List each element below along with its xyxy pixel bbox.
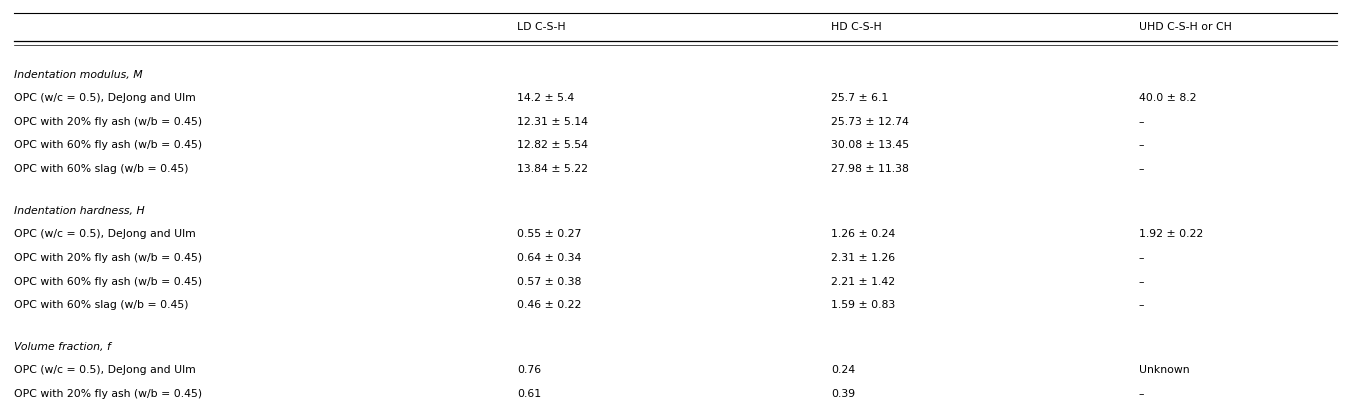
Text: 0.46 ± 0.22: 0.46 ± 0.22 — [517, 301, 582, 310]
Text: OPC with 20% fly ash (w/b = 0.45): OPC with 20% fly ash (w/b = 0.45) — [14, 389, 201, 399]
Text: Volume fraction, f: Volume fraction, f — [14, 342, 111, 353]
Text: OPC with 60% fly ash (w/b = 0.45): OPC with 60% fly ash (w/b = 0.45) — [14, 277, 201, 287]
Text: 12.82 ± 5.54: 12.82 ± 5.54 — [517, 140, 589, 151]
Text: 27.98 ± 11.38: 27.98 ± 11.38 — [831, 164, 909, 174]
Text: –: – — [1139, 140, 1144, 151]
Text: 0.24: 0.24 — [831, 365, 855, 375]
Text: 0.39: 0.39 — [831, 389, 855, 399]
Text: –: – — [1139, 389, 1144, 399]
Text: 30.08 ± 13.45: 30.08 ± 13.45 — [831, 140, 909, 151]
Text: OPC (w/c = 0.5), DeJong and Ulm: OPC (w/c = 0.5), DeJong and Ulm — [14, 93, 196, 103]
Text: OPC with 20% fly ash (w/b = 0.45): OPC with 20% fly ash (w/b = 0.45) — [14, 117, 201, 127]
Text: OPC (w/c = 0.5), DeJong and Ulm: OPC (w/c = 0.5), DeJong and Ulm — [14, 229, 196, 239]
Text: 0.55 ± 0.27: 0.55 ± 0.27 — [517, 229, 582, 239]
Text: Indentation modulus, M: Indentation modulus, M — [14, 70, 142, 80]
Text: –: – — [1139, 301, 1144, 310]
Text: –: – — [1139, 253, 1144, 263]
Text: –: – — [1139, 277, 1144, 287]
Text: OPC (w/c = 0.5), DeJong and Ulm: OPC (w/c = 0.5), DeJong and Ulm — [14, 365, 196, 375]
Text: 1.26 ± 0.24: 1.26 ± 0.24 — [831, 229, 896, 239]
Text: 25.73 ± 12.74: 25.73 ± 12.74 — [831, 117, 909, 127]
Text: –: – — [1139, 164, 1144, 174]
Text: 1.59 ± 0.83: 1.59 ± 0.83 — [831, 301, 896, 310]
Text: 0.76: 0.76 — [517, 365, 542, 375]
Text: OPC with 60% slag (w/b = 0.45): OPC with 60% slag (w/b = 0.45) — [14, 164, 188, 174]
Text: Indentation hardness, H: Indentation hardness, H — [14, 206, 145, 216]
Text: 2.21 ± 1.42: 2.21 ± 1.42 — [831, 277, 894, 287]
Text: Unknown: Unknown — [1139, 365, 1189, 375]
Text: HD C-S-H: HD C-S-H — [831, 22, 882, 32]
Text: 0.61: 0.61 — [517, 389, 542, 399]
Text: 0.57 ± 0.38: 0.57 ± 0.38 — [517, 277, 582, 287]
Text: UHD C-S-H or CH: UHD C-S-H or CH — [1139, 22, 1232, 32]
Text: OPC with 20% fly ash (w/b = 0.45): OPC with 20% fly ash (w/b = 0.45) — [14, 253, 201, 263]
Text: 14.2 ± 5.4: 14.2 ± 5.4 — [517, 93, 574, 103]
Text: 13.84 ± 5.22: 13.84 ± 5.22 — [517, 164, 589, 174]
Text: 1.92 ± 0.22: 1.92 ± 0.22 — [1139, 229, 1204, 239]
Text: LD C-S-H: LD C-S-H — [517, 22, 566, 32]
Text: 40.0 ± 8.2: 40.0 ± 8.2 — [1139, 93, 1197, 103]
Text: 0.64 ± 0.34: 0.64 ± 0.34 — [517, 253, 582, 263]
Text: 12.31 ± 5.14: 12.31 ± 5.14 — [517, 117, 589, 127]
Text: 25.7 ± 6.1: 25.7 ± 6.1 — [831, 93, 888, 103]
Text: OPC with 60% slag (w/b = 0.45): OPC with 60% slag (w/b = 0.45) — [14, 301, 188, 310]
Text: –: – — [1139, 117, 1144, 127]
Text: 2.31 ± 1.26: 2.31 ± 1.26 — [831, 253, 894, 263]
Text: OPC with 60% fly ash (w/b = 0.45): OPC with 60% fly ash (w/b = 0.45) — [14, 140, 201, 151]
